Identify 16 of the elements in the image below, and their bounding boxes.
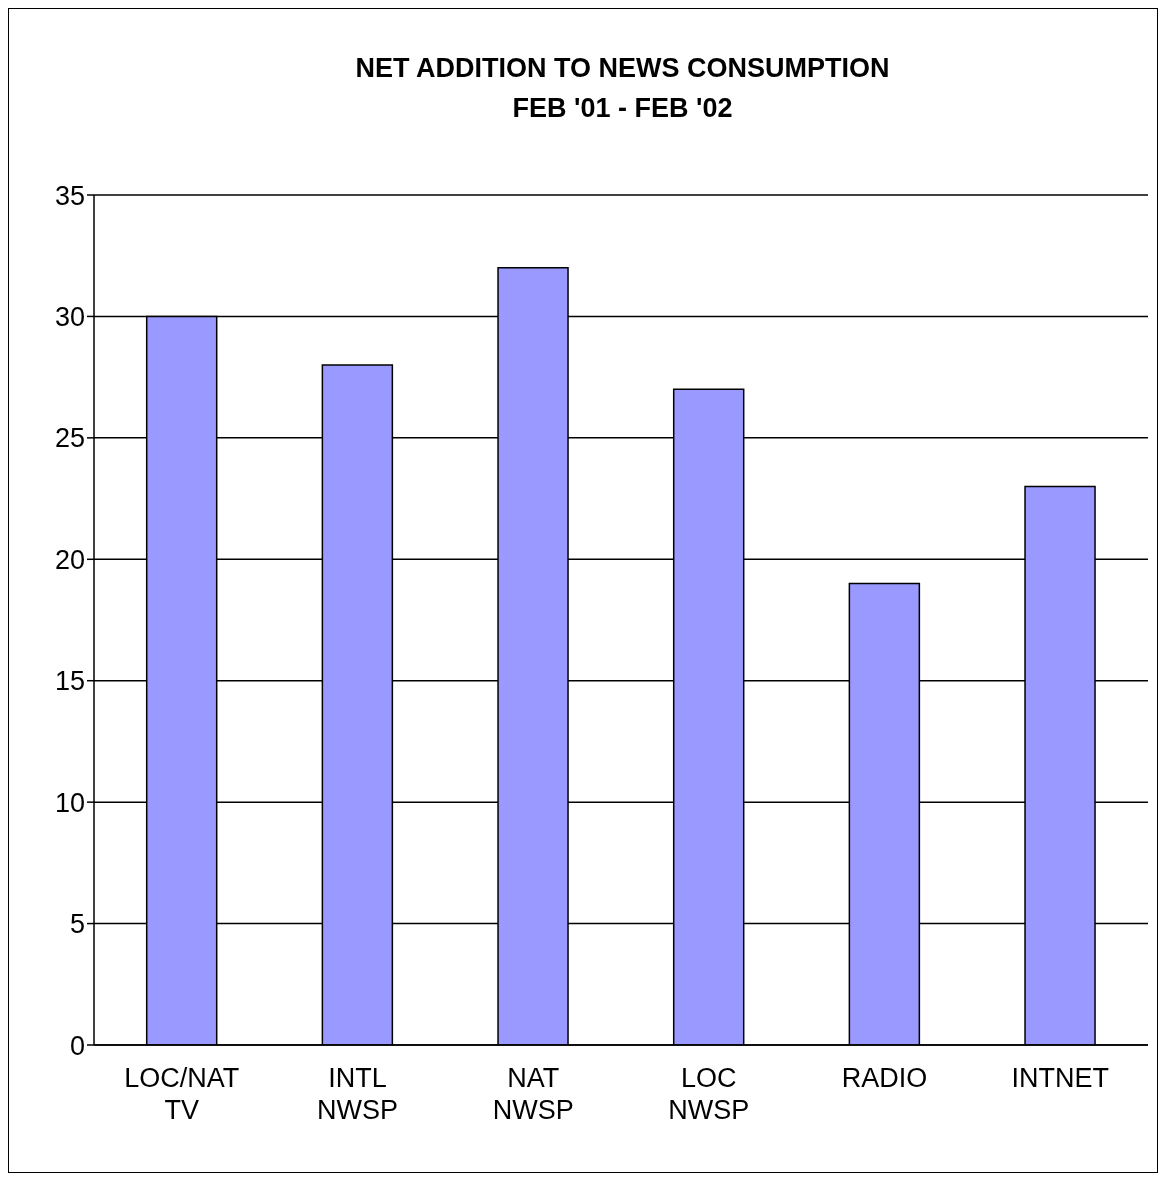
y-tick-label: 35 bbox=[54, 180, 85, 211]
y-tick-label: 10 bbox=[54, 787, 85, 818]
x-tick-label: INTL NWSP bbox=[317, 1063, 398, 1125]
chart-subtitle: FEB '01 - FEB '02 bbox=[512, 93, 733, 123]
y-tick-label: 25 bbox=[54, 423, 85, 454]
y-tick-label: 5 bbox=[69, 909, 85, 940]
y-tick-label: 15 bbox=[54, 666, 85, 697]
x-tick-label: LOC NWSP bbox=[668, 1063, 750, 1125]
x-tick-label: LOC/NAT TV bbox=[124, 1063, 240, 1125]
y-tick-label: 30 bbox=[54, 302, 85, 333]
y-tick-label: 0 bbox=[69, 1030, 85, 1061]
y-tick-label: 20 bbox=[54, 544, 85, 575]
x-tick-label: RADIO bbox=[841, 1063, 928, 1093]
chart-title: NET ADDITION TO NEWS CONSUMPTION bbox=[355, 53, 890, 83]
x-tick-label: NAT NWSP bbox=[492, 1063, 574, 1125]
x-tick-label: INTNET bbox=[1011, 1063, 1109, 1093]
